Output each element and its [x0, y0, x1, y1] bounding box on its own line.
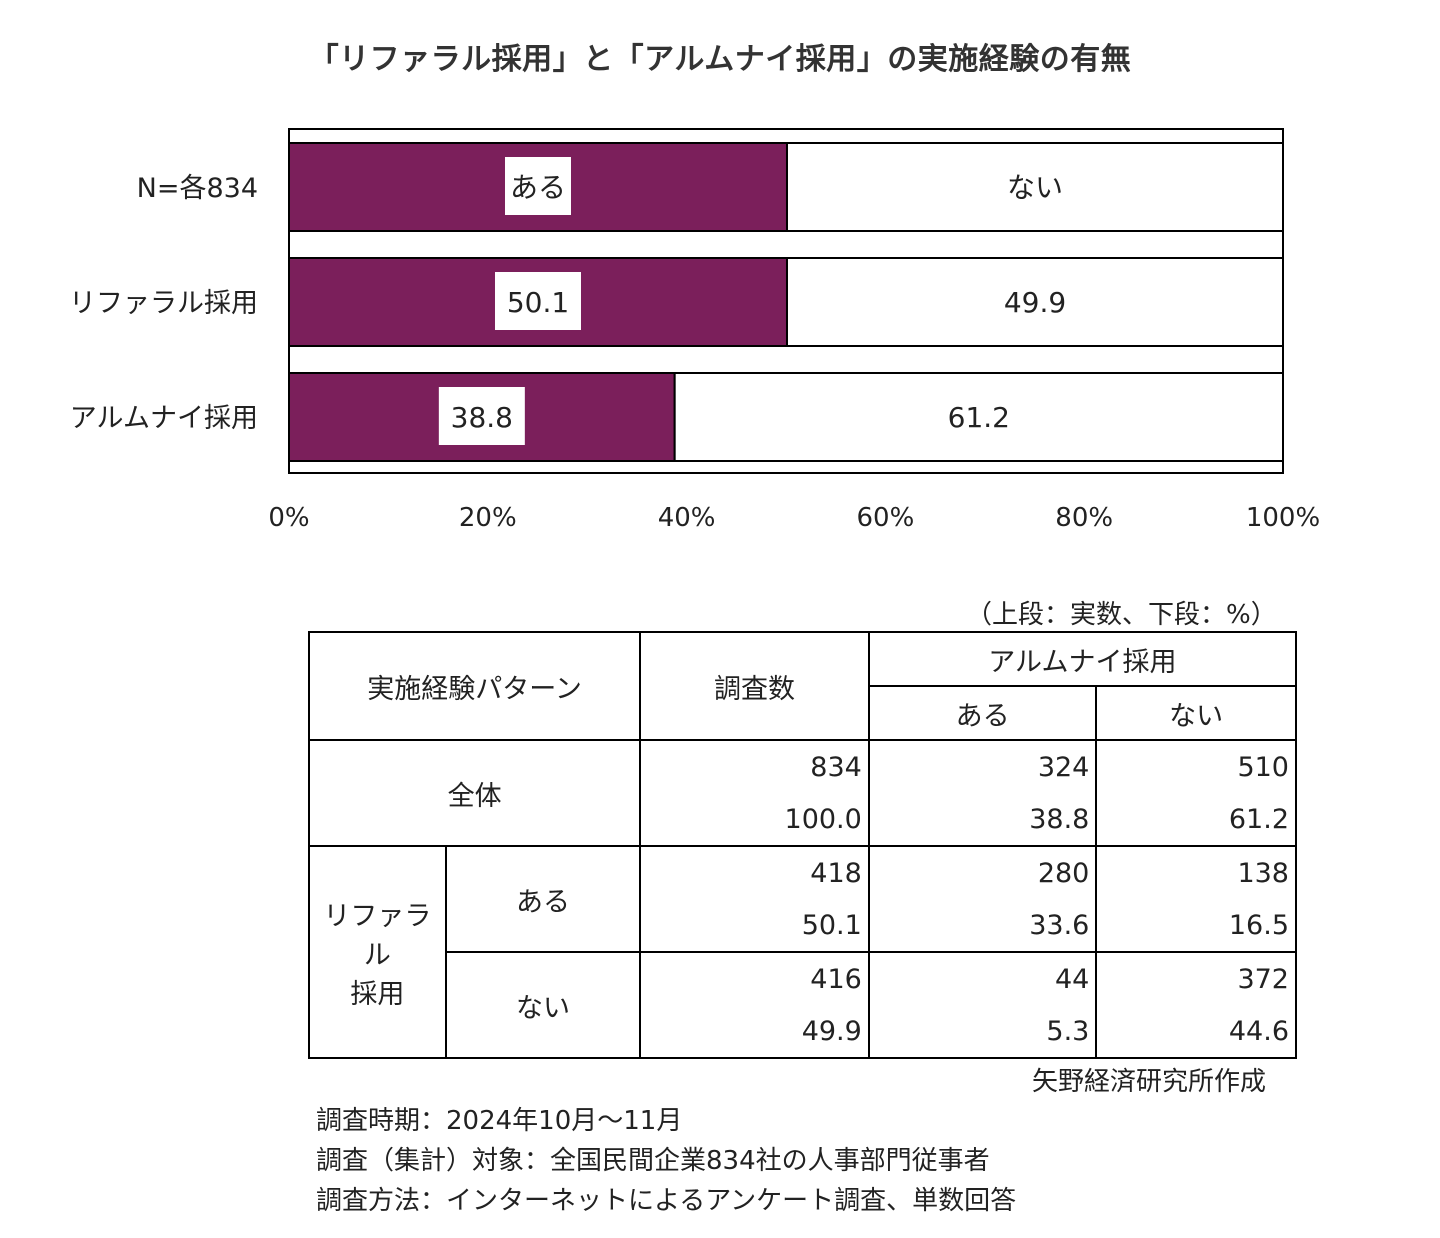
- chart-bars: [288, 128, 1285, 474]
- data-label: 49.9: [1004, 286, 1066, 319]
- cell-count: 834: [639, 739, 870, 793]
- table-row: 全体 834 324 510: [307, 739, 1297, 847]
- header-count: 調査数: [639, 631, 870, 741]
- stacked-bar-chart: ある ない N=各834 50.1 49.9 リファラル採用 38.8 61.2 アルムナイ採用…: [69, 128, 1320, 533]
- legend-label: ある: [510, 171, 566, 204]
- x-tick-label: 20%: [459, 503, 517, 533]
- row-label-total: 全体: [307, 739, 642, 847]
- table-row: 100.0 38.8 61.2: [309, 793, 1297, 847]
- category-label: リファラル採用: [69, 288, 258, 319]
- referral-label-line1: リファラル: [323, 900, 432, 971]
- cell-no: 138: [1095, 845, 1297, 899]
- table-row: 49.9 5.3 44.6: [309, 1005, 1297, 1059]
- category-label: アルムナイ採用: [70, 403, 258, 434]
- cell-yes-pct: 5.3: [867, 1005, 1098, 1059]
- legend-swatch-no: [785, 142, 1285, 232]
- header-alumni-group: アルムナイ採用: [867, 631, 1298, 687]
- footer-survey-method: 調査方法：インターネットによるアンケート調査、単数回答: [316, 1186, 1017, 1216]
- header-pattern: 実施経験パターン: [307, 631, 642, 741]
- cell-no: 372: [1095, 951, 1297, 1005]
- cell-yes: 280: [867, 845, 1098, 899]
- data-label: 38.8: [451, 401, 513, 434]
- table-header-row: 実施経験パターン 調査数 アルムナイ採用: [307, 631, 1298, 741]
- bar-segment: [785, 257, 1285, 347]
- page-title: 「リファラル採用」と「アルムナイ採用」の実施経験の有無: [308, 42, 1132, 77]
- chart-x-axis: 0% 20% 40% 60% 80% 100%: [268, 503, 1320, 533]
- crosstab-table: 実施経験パターン 調査数 アルムナイ採用 ある ない 全体 834 324 51…: [307, 631, 1298, 1059]
- footer-survey-target: 調査（集計）対象：全国民間企業834社の人事部門従事者: [316, 1146, 990, 1176]
- row-label-referral-no: ない: [444, 951, 642, 1059]
- data-label-box: [504, 157, 571, 215]
- cell-count-pct: 49.9: [639, 1005, 870, 1059]
- cell-no: 510: [1095, 739, 1297, 793]
- data-label: 61.2: [948, 401, 1010, 434]
- row-label-referral: リファラル 採用: [308, 845, 447, 1059]
- chart-labels: ある ない N=各834 50.1 49.9 リファラル採用 38.8 61.2 アルムナイ採用: [69, 157, 1066, 445]
- table-row: リファラル 採用 ある 418 280 138: [308, 845, 1297, 1059]
- footer-survey-period: 調査時期：2024年10月～11月: [316, 1106, 683, 1136]
- cell-count-pct: 50.1: [639, 899, 870, 953]
- cell-no-pct: 44.6: [1095, 1005, 1297, 1059]
- cell-count: 416: [639, 951, 870, 1005]
- cell-count: 418: [639, 845, 870, 899]
- source-credit: 矢野経済研究所作成: [1032, 1067, 1267, 1097]
- table-subheader-row: ある ない: [309, 685, 1297, 741]
- x-tick-label: 0%: [268, 503, 309, 533]
- data-label: 50.1: [507, 286, 569, 319]
- x-tick-label: 60%: [857, 503, 915, 533]
- referral-label-line2: 採用: [350, 978, 405, 1010]
- cell-count-pct: 100.0: [639, 793, 870, 847]
- data-label-box: [494, 272, 581, 330]
- x-tick-label: 40%: [658, 503, 716, 533]
- cell-no-pct: 61.2: [1095, 793, 1297, 847]
- cell-yes-pct: 33.6: [867, 899, 1098, 953]
- bar-segment: [673, 372, 1284, 462]
- row-label-referral-yes: ある: [444, 845, 642, 953]
- cell-yes: 44: [867, 951, 1098, 1005]
- table-unit-note: （上段：実数、下段：%）: [966, 600, 1277, 630]
- legend-label: ない: [1007, 171, 1063, 204]
- x-tick-label: 80%: [1055, 503, 1113, 533]
- table-row: 50.1 33.6 16.5: [309, 899, 1297, 953]
- cell-yes: 324: [867, 739, 1098, 793]
- header-alumni-yes: ある: [867, 685, 1098, 741]
- cell-no-pct: 16.5: [1095, 899, 1297, 953]
- data-label-box: [438, 387, 525, 445]
- header-alumni-no: ない: [1095, 685, 1297, 741]
- cell-yes-pct: 38.8: [867, 793, 1098, 847]
- table-row: ない 416 44 372: [309, 951, 1297, 1059]
- category-label: N=各834: [137, 173, 258, 204]
- x-tick-label: 100%: [1246, 503, 1320, 533]
